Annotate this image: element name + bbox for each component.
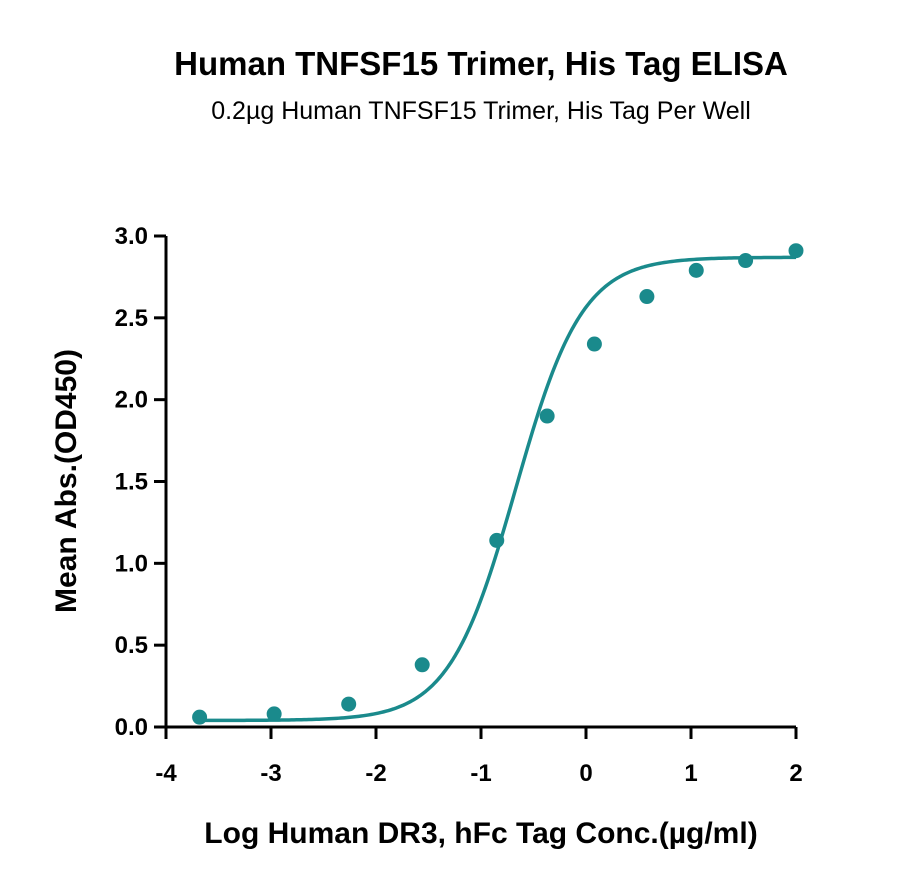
data-point [539, 408, 555, 424]
x-tick-label: -2 [365, 760, 386, 787]
data-point [192, 709, 208, 725]
chart-title: Human TNFSF15 Trimer, His Tag ELISA [174, 45, 788, 82]
y-axis-title: Mean Abs.(OD450) [50, 349, 83, 613]
data-point [489, 532, 505, 548]
y-tick-label: 1.5 [115, 469, 148, 496]
y-tick-label: 2.5 [115, 305, 148, 332]
data-point [266, 706, 282, 722]
y-axis-ticks: 0.0 0.5 1.0 1.5 2.0 2.5 3.0 [115, 223, 166, 741]
data-point [414, 657, 430, 673]
data-point [688, 262, 704, 278]
y-tick-label: 1.0 [115, 550, 148, 577]
x-tick-label: 0 [579, 760, 592, 787]
data-point [788, 243, 804, 259]
x-tick-label: -3 [260, 760, 281, 787]
x-axis-title: Log Human DR3, hFc Tag Conc.(µg/ml) [204, 817, 757, 850]
x-tick-label: -1 [470, 760, 491, 787]
x-axis-ticks: -4 -3 -2 -1 0 1 2 [155, 727, 803, 787]
data-point [341, 696, 357, 712]
data-point [639, 289, 655, 305]
y-tick-label: 2.0 [115, 387, 148, 414]
data-point [738, 253, 754, 269]
fit-curve [199, 255, 797, 723]
x-tick-label: -4 [155, 760, 177, 787]
y-tick-label: 3.0 [115, 223, 148, 250]
x-tick-label: 1 [684, 760, 697, 787]
chart-subtitle: 0.2µg Human TNFSF15 Trimer, His Tag Per … [211, 97, 751, 125]
x-tick-label: 2 [789, 760, 802, 787]
y-tick-label: 0.5 [115, 632, 148, 659]
data-point [586, 336, 602, 352]
plot-area [192, 243, 804, 725]
y-tick-label: 0.0 [115, 714, 148, 741]
